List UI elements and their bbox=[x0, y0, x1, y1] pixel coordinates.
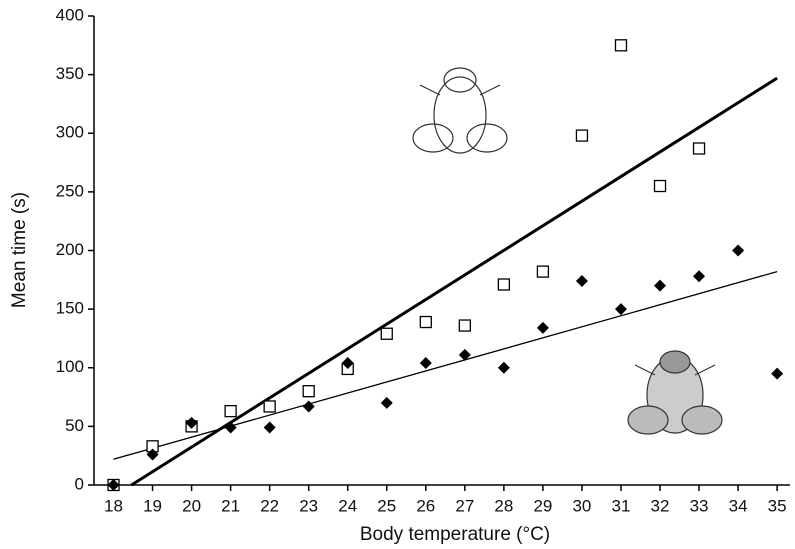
diamond-point bbox=[693, 270, 705, 282]
frog-illustration-light bbox=[413, 68, 507, 153]
y-tick-label: 150 bbox=[56, 299, 84, 318]
x-tick-label: 18 bbox=[104, 496, 123, 515]
y-tick-label: 250 bbox=[56, 181, 84, 200]
square-point bbox=[459, 320, 470, 331]
y-tick-label: 0 bbox=[75, 474, 84, 493]
square-point bbox=[225, 406, 236, 417]
diamond-point bbox=[732, 245, 744, 257]
y-tick-label: 300 bbox=[56, 123, 84, 142]
diamond-point bbox=[771, 368, 783, 380]
diamond-point bbox=[654, 280, 666, 292]
x-tick-label: 31 bbox=[612, 496, 631, 515]
x-tick-label: 34 bbox=[729, 496, 748, 515]
square-point bbox=[655, 181, 666, 192]
square-point bbox=[381, 328, 392, 339]
x-tick-label: 26 bbox=[416, 496, 435, 515]
y-tick-label: 400 bbox=[56, 5, 84, 24]
square-point bbox=[303, 386, 314, 397]
y-tick-label: 100 bbox=[56, 357, 84, 376]
x-tick-label: 32 bbox=[651, 496, 670, 515]
x-tick-label: 23 bbox=[299, 496, 318, 515]
diamond-point bbox=[576, 275, 588, 287]
square-point bbox=[694, 143, 705, 154]
diamond-point bbox=[537, 322, 549, 334]
x-tick-label: 35 bbox=[768, 496, 787, 515]
x-tick-label: 25 bbox=[377, 496, 396, 515]
x-tick-label: 24 bbox=[338, 496, 357, 515]
x-tick-label: 33 bbox=[690, 496, 709, 515]
diamond-point bbox=[615, 303, 627, 315]
y-axis-label: Mean time (s) bbox=[9, 192, 30, 308]
square-point bbox=[615, 40, 626, 51]
x-tick-label: 29 bbox=[533, 496, 552, 515]
frog-illustration-spotted bbox=[628, 351, 722, 434]
x-tick-label: 21 bbox=[221, 496, 240, 515]
diamond-point bbox=[225, 422, 237, 434]
y-tick-label: 350 bbox=[56, 64, 84, 83]
x-tick-label: 20 bbox=[182, 496, 201, 515]
diamond-point bbox=[264, 422, 276, 434]
diamond-point bbox=[381, 397, 393, 409]
diamond-point bbox=[498, 362, 510, 374]
y-tick-label: 50 bbox=[65, 416, 84, 435]
diamond-point bbox=[420, 357, 432, 369]
x-tick-label: 30 bbox=[572, 496, 591, 515]
square-point bbox=[264, 401, 275, 412]
square-point bbox=[420, 317, 431, 328]
square-point bbox=[498, 279, 509, 290]
x-tick-label: 19 bbox=[143, 496, 162, 515]
x-tick-label: 22 bbox=[260, 496, 279, 515]
square-point bbox=[576, 130, 587, 141]
x-axis-label: Body temperature (°C) bbox=[360, 524, 550, 545]
y-tick-label: 200 bbox=[56, 240, 84, 259]
chart: Body temperature (°C) Mean time (s) 0 50 1… bbox=[0, 0, 795, 549]
x-tick-label: 27 bbox=[455, 496, 474, 515]
square-point bbox=[537, 266, 548, 277]
x-tick-label: 28 bbox=[494, 496, 513, 515]
